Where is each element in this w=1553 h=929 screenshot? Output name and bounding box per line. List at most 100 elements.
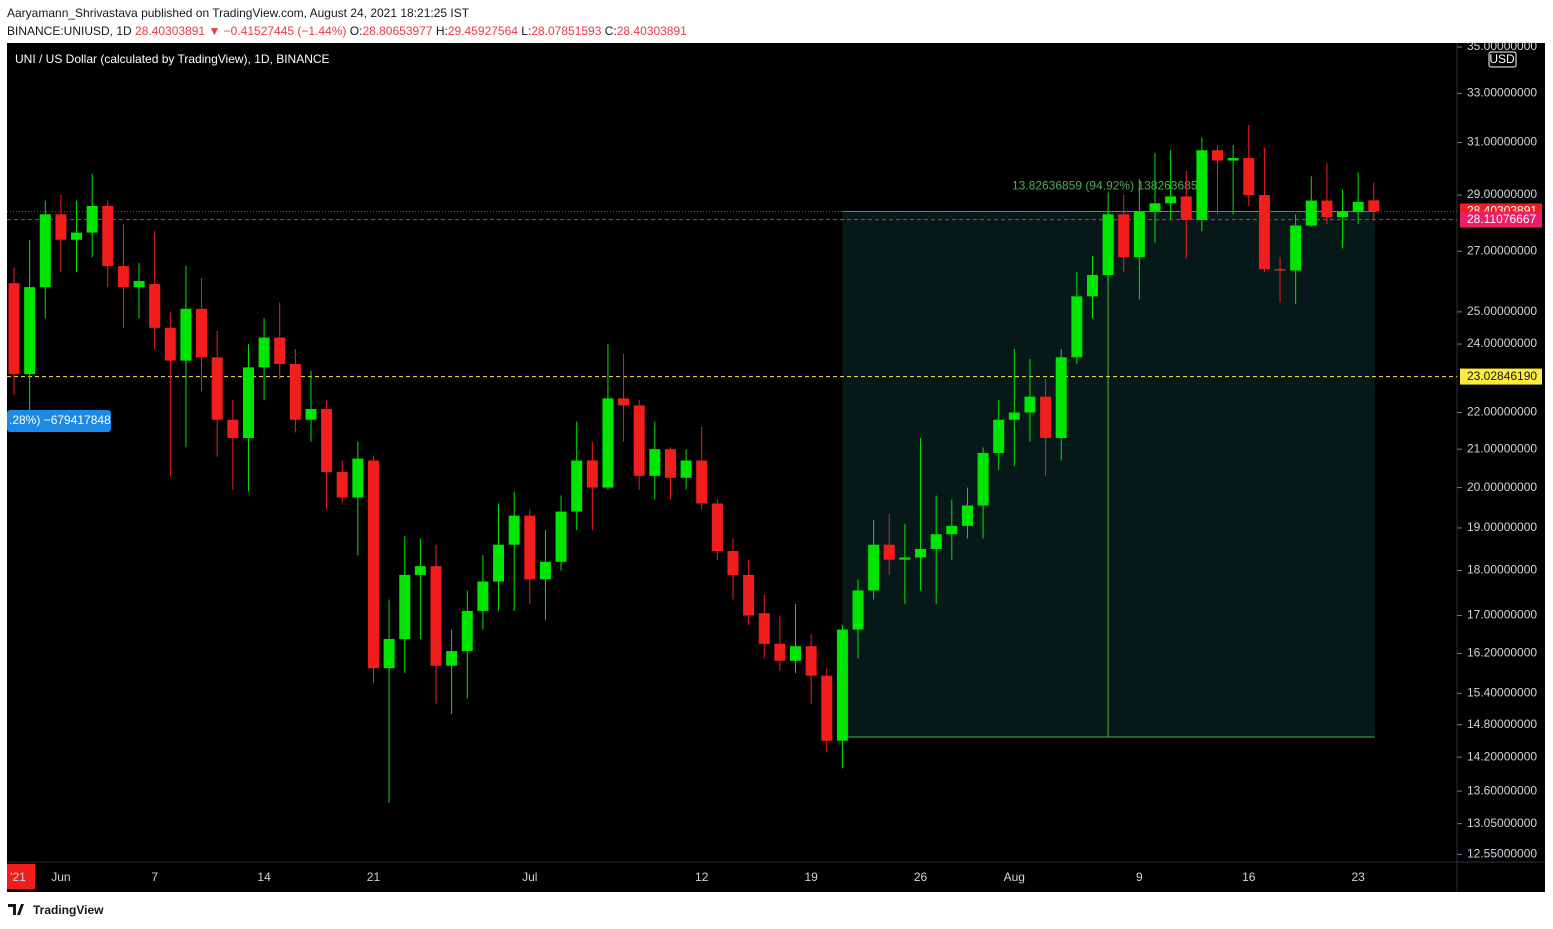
candle-body xyxy=(680,460,692,478)
candle-body xyxy=(1024,396,1036,413)
candle-body xyxy=(993,419,1005,453)
candle-body xyxy=(883,544,895,560)
y-tick-label: 20.00000000 xyxy=(1467,480,1537,494)
candle-body xyxy=(930,534,942,549)
y-tick-label: 12.55000000 xyxy=(1467,847,1537,861)
y-tick-label: 14.20000000 xyxy=(1467,749,1537,763)
ohlc-value: 28.40303891 xyxy=(616,24,687,38)
candle-body xyxy=(367,460,379,669)
candle-body xyxy=(977,452,989,506)
x-tick-label: Aug xyxy=(1004,870,1025,884)
candle-body xyxy=(946,525,958,535)
ohlc-value: 28.80653977 xyxy=(362,24,433,38)
year-marker-box xyxy=(7,864,35,889)
candle-body xyxy=(555,511,567,562)
x-tick-label: 19 xyxy=(804,870,818,884)
logo-icon xyxy=(8,904,24,915)
candle-body xyxy=(227,419,239,439)
x-tick-label: 9 xyxy=(1136,870,1143,884)
y-tick-label: 14.80000000 xyxy=(1467,717,1537,731)
candle-body xyxy=(274,337,286,364)
candle-body xyxy=(242,367,254,439)
y-tick-label: 19.00000000 xyxy=(1467,520,1537,534)
candle-body xyxy=(711,503,723,552)
candle-body xyxy=(1243,157,1255,196)
side-label-box xyxy=(7,410,111,432)
candle-body xyxy=(524,515,536,580)
candle-body xyxy=(133,281,145,288)
y-tick-label: 25.00000000 xyxy=(1467,304,1537,318)
candle-body xyxy=(1180,196,1192,220)
symbol-line: BINANCE:UNIUSD, 1D 28.40303891 ▼ −0.4152… xyxy=(7,22,687,40)
side-label: .28%) −679417848 xyxy=(9,413,111,427)
candle-body xyxy=(39,214,51,288)
ohlc-label: O: xyxy=(349,24,363,38)
candle-body xyxy=(493,544,505,582)
header: Aaryamann_Shrivastava published on Tradi… xyxy=(7,4,687,40)
candle-body xyxy=(836,629,848,741)
ohlc-label: L: xyxy=(521,24,532,38)
x-tick-label: '21 xyxy=(10,870,26,884)
y-tick-label: 13.60000000 xyxy=(1467,783,1537,797)
candle-body xyxy=(743,574,755,616)
y-tick-label: 24.00000000 xyxy=(1467,336,1537,350)
candle-body xyxy=(1086,275,1098,297)
candle-body xyxy=(899,557,911,560)
brand-logo xyxy=(8,904,24,915)
y-tick-label: 16.20000000 xyxy=(1467,646,1537,660)
candle-body xyxy=(477,581,489,611)
candle-body xyxy=(758,613,770,644)
y-tick-label: 27.00000000 xyxy=(1467,244,1537,258)
candle-body xyxy=(586,460,598,488)
y-tick-label: 15.40000000 xyxy=(1467,686,1537,700)
candle-body xyxy=(618,398,630,406)
x-tick-label: 14 xyxy=(257,870,271,884)
y-tick-label: 21.00000000 xyxy=(1467,441,1537,455)
y-tick-label: 35.00000000 xyxy=(1467,39,1537,53)
candle-body xyxy=(1055,357,1067,439)
y-tick-label: 33.00000000 xyxy=(1467,86,1537,100)
ohlc-label: H: xyxy=(435,24,448,38)
candle-body xyxy=(821,675,833,741)
candle-body xyxy=(461,610,473,652)
candle-body xyxy=(196,308,208,358)
candle-body xyxy=(1321,200,1333,218)
candle-body xyxy=(336,471,348,498)
price-label: 23.02846190 xyxy=(1467,369,1537,383)
brand: TradingView xyxy=(33,903,104,917)
candle-body xyxy=(1368,200,1380,212)
x-tick-label: 23 xyxy=(1352,870,1366,884)
x-tick-label: Jul xyxy=(522,870,537,884)
candle-body xyxy=(1274,269,1286,271)
x-tick-label: 26 xyxy=(914,870,928,884)
candle-body xyxy=(1149,203,1161,212)
last-price: 28.40303891 xyxy=(135,24,206,38)
candle-body xyxy=(305,408,317,420)
x-tick-label: 7 xyxy=(151,870,158,884)
candle-body xyxy=(696,460,708,504)
unit-label: USD xyxy=(1489,52,1515,66)
candle-body xyxy=(1352,201,1364,212)
candle-body xyxy=(649,449,661,476)
candle-body xyxy=(102,206,114,267)
candle-body xyxy=(790,646,801,661)
price-label-box xyxy=(1460,368,1542,385)
candle-body xyxy=(539,561,551,580)
candle-body xyxy=(180,308,192,361)
measure-area xyxy=(842,211,1375,737)
candle-body xyxy=(1227,157,1239,161)
chart-title: UNI / US Dollar (calculated by TradingVi… xyxy=(15,52,330,66)
candle-body xyxy=(383,639,395,669)
candle-body xyxy=(1040,396,1052,439)
candle-body xyxy=(164,327,176,361)
x-tick-label: 16 xyxy=(1242,870,1256,884)
candle-body xyxy=(1071,296,1083,358)
unit-box xyxy=(1488,51,1517,68)
measure-label: 13.82636859 (94.92%) 1382636859 xyxy=(1012,179,1204,193)
candle-body xyxy=(24,287,36,375)
candle-body xyxy=(571,460,583,512)
candle-body xyxy=(602,398,614,488)
candle-body xyxy=(1305,200,1317,226)
x-tick-label: 21 xyxy=(367,870,381,884)
